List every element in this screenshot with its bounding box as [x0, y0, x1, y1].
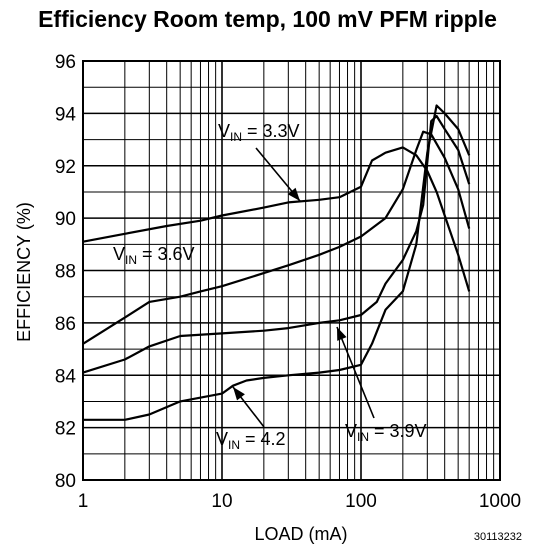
y-tick-label: 94	[55, 104, 77, 125]
y-axis-label: EFFICIENCY (%)	[14, 202, 34, 342]
x-tick-label: 1000	[479, 491, 521, 512]
y-tick-label: 90	[55, 209, 76, 230]
tick-labels: 80 82 84 86 88 90 92 94 96 1 10 100 1000	[55, 52, 521, 512]
series-label-1: VIN = 3.3V	[218, 121, 300, 144]
annotation-arrowhead	[287, 187, 300, 201]
plot-frame	[82, 60, 501, 481]
y-tick-label: 80	[55, 471, 76, 492]
series-line-3	[82, 114, 471, 374]
y-tick-label: 84	[55, 366, 77, 387]
series-label-4: VIN = 4.2	[216, 429, 286, 452]
series-lines	[82, 104, 471, 421]
grid	[83, 61, 500, 480]
y-tick-label: 82	[55, 419, 76, 440]
annotation-arrowhead	[233, 387, 245, 401]
series-label-3: VIN = 3.9V	[345, 421, 427, 444]
chart-title: Efficiency Room temp, 100 mV PFM ripple	[38, 6, 497, 32]
series-label-2: VIN = 3.6V	[113, 244, 195, 267]
series-line-1	[82, 146, 471, 292]
y-tick-label: 96	[55, 52, 76, 73]
series-line-2	[82, 130, 471, 345]
annotation-arrow-line	[336, 326, 375, 419]
y-tick-label: 92	[55, 157, 76, 178]
x-tick-label: 10	[211, 491, 232, 512]
annotation-arrowhead	[337, 327, 347, 341]
figure-id: 30113232	[474, 531, 522, 543]
y-tick-label: 88	[55, 262, 76, 283]
x-tick-label: 100	[345, 491, 377, 512]
x-axis-label: LOAD (mA)	[254, 524, 347, 544]
series-line-4	[83, 104, 471, 421]
x-tick-label: 1	[78, 491, 89, 512]
series-annotations: VIN = 3.3V VIN = 3.6V VIN = 3.9V VIN = 4.2	[113, 121, 427, 452]
y-tick-label: 86	[55, 314, 76, 335]
